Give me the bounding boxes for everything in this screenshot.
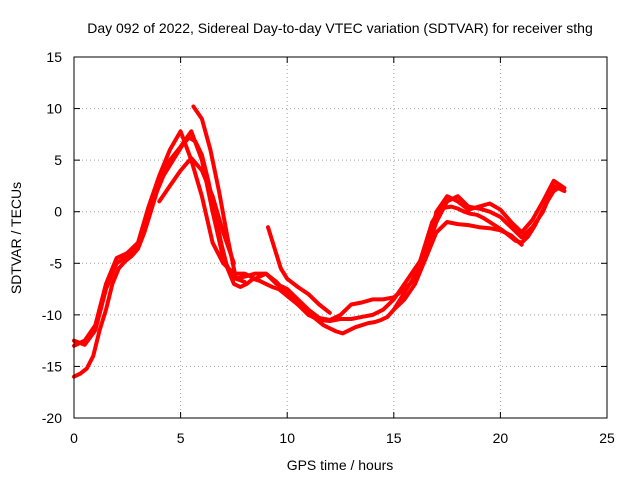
series-line-sat-track-d	[157, 156, 236, 266]
y-tick-label: -15	[42, 358, 62, 374]
series-line-sat-track-g	[391, 220, 524, 312]
y-tick-label: 5	[54, 152, 62, 168]
grid-lines	[74, 57, 607, 418]
y-tick-label: -20	[42, 410, 62, 426]
y-axis-label: SDTVAR / TECUs	[8, 182, 24, 294]
y-tick-label: 10	[46, 101, 62, 117]
axis-ticks: 0 5 10 15 20 25 -20 -15 -10 -5 0 5 10 15	[42, 49, 615, 446]
series-line-sat-track-a	[72, 135, 563, 379]
x-tick-label: 15	[386, 430, 402, 446]
series-line-sat-track-b	[72, 129, 567, 347]
y-tick-label: -5	[50, 255, 63, 271]
x-axis-label: GPS time / hours	[287, 457, 394, 473]
y-tick-label: 0	[54, 204, 62, 220]
series-line-sat-track-f	[266, 225, 332, 315]
chart-title: Day 092 of 2022, Sidereal Day-to-day VTE…	[87, 20, 593, 36]
x-tick-label: 20	[493, 430, 509, 446]
series-line-sat-track-e	[191, 104, 247, 284]
x-tick-label: 5	[177, 430, 185, 446]
x-tick-label: 10	[279, 430, 295, 446]
data-series	[72, 104, 567, 379]
x-tick-label: 25	[599, 430, 615, 446]
x-tick-label: 0	[70, 430, 78, 446]
plot-frame	[73, 56, 608, 419]
y-tick-label: -10	[42, 307, 62, 323]
series-line-sat-track-c	[72, 129, 567, 348]
y-tick-label: 15	[46, 49, 62, 65]
